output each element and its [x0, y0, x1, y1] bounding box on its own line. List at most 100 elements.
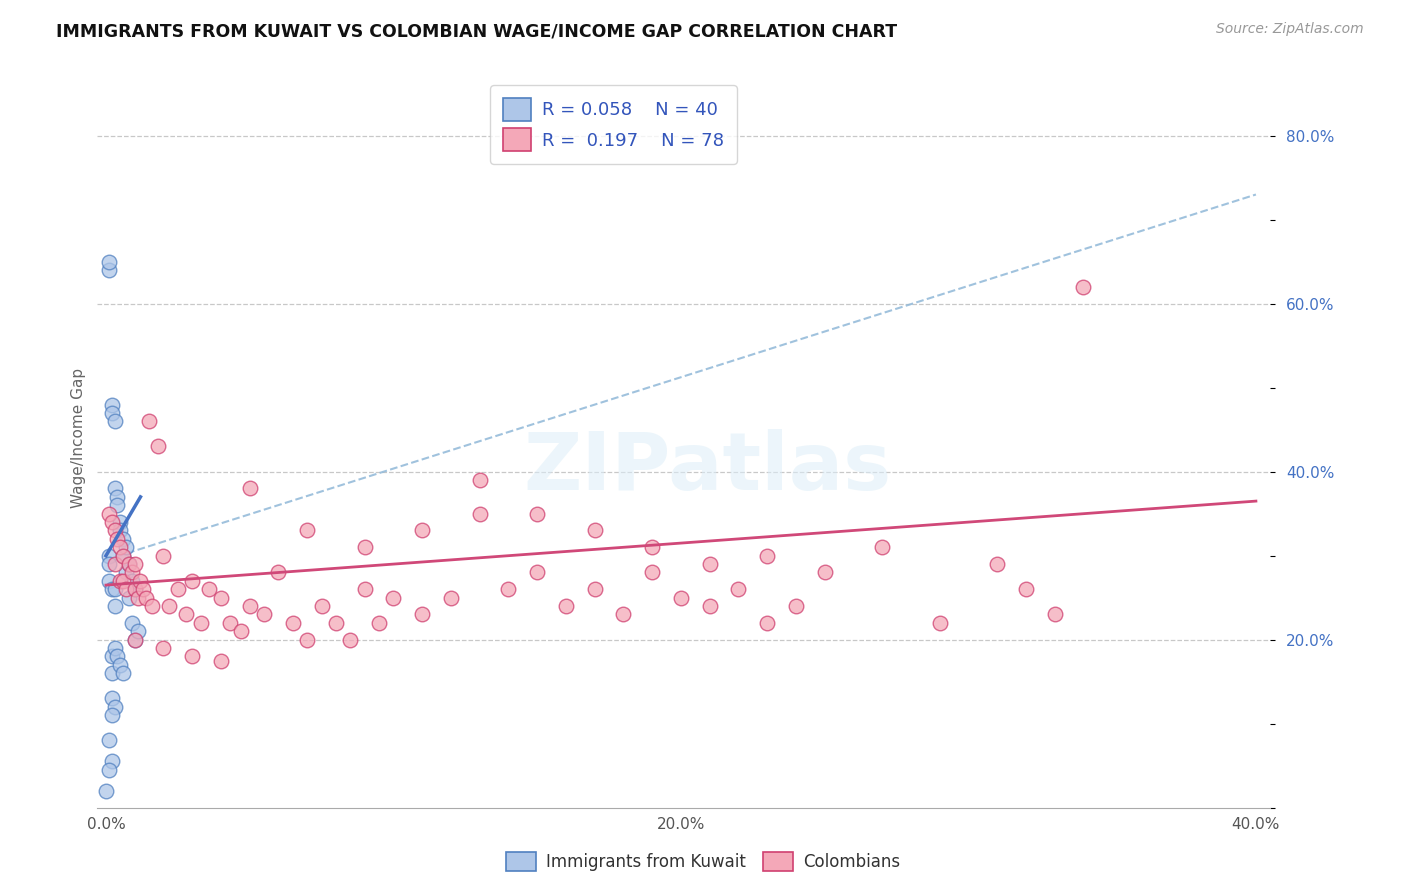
Point — [468, 507, 491, 521]
Point — [127, 591, 149, 605]
Point — [100, 515, 122, 529]
Point — [699, 557, 721, 571]
Point — [121, 574, 143, 588]
Point — [118, 557, 141, 571]
Point — [209, 591, 232, 605]
Point — [440, 591, 463, 605]
Point — [100, 691, 122, 706]
Point — [267, 566, 290, 580]
Point — [107, 498, 129, 512]
Y-axis label: Wage/Income Gap: Wage/Income Gap — [72, 368, 86, 508]
Point — [152, 549, 174, 563]
Point — [97, 733, 120, 747]
Point — [641, 566, 664, 580]
Point — [97, 574, 120, 588]
Point — [986, 557, 1008, 571]
Point — [127, 624, 149, 639]
Point — [166, 582, 188, 597]
Point — [1043, 607, 1066, 622]
Point — [124, 582, 146, 597]
Point — [104, 482, 127, 496]
Point — [118, 591, 141, 605]
Point — [176, 607, 198, 622]
Point — [100, 708, 122, 723]
Point — [112, 532, 135, 546]
Point — [97, 263, 120, 277]
Point — [699, 599, 721, 613]
Point — [198, 582, 221, 597]
Point — [112, 666, 135, 681]
Point — [100, 755, 122, 769]
Point — [104, 582, 127, 597]
Point — [411, 524, 433, 538]
Point — [612, 607, 634, 622]
Point — [104, 557, 127, 571]
Point — [110, 574, 132, 588]
Point — [110, 657, 132, 672]
Point — [928, 615, 950, 630]
Point — [97, 557, 120, 571]
Point — [132, 582, 155, 597]
Point — [121, 566, 143, 580]
Point — [124, 632, 146, 647]
Point — [152, 641, 174, 656]
Point — [110, 515, 132, 529]
Point — [97, 254, 120, 268]
Point — [112, 574, 135, 588]
Point — [368, 615, 391, 630]
Point — [870, 541, 893, 555]
Point — [110, 524, 132, 538]
Point — [727, 582, 749, 597]
Point — [756, 615, 779, 630]
Point — [100, 406, 122, 420]
Point — [785, 599, 807, 613]
Point — [814, 566, 837, 580]
Point — [107, 490, 129, 504]
Point — [112, 549, 135, 563]
Point — [756, 549, 779, 563]
Point — [297, 632, 319, 647]
Point — [253, 607, 276, 622]
Point — [141, 599, 163, 613]
Point — [339, 632, 361, 647]
Point — [104, 599, 127, 613]
Point — [124, 632, 146, 647]
Point — [555, 599, 578, 613]
Point — [353, 582, 375, 597]
Point — [325, 615, 347, 630]
Point — [104, 641, 127, 656]
Point — [124, 582, 146, 597]
Point — [129, 574, 152, 588]
Point — [218, 615, 240, 630]
Point — [115, 566, 138, 580]
Legend: Immigrants from Kuwait, Colombians: Immigrants from Kuwait, Colombians — [498, 843, 908, 880]
Point — [104, 699, 127, 714]
Point — [104, 414, 127, 428]
Point — [209, 654, 232, 668]
Point — [121, 615, 143, 630]
Point — [411, 607, 433, 622]
Point — [1015, 582, 1038, 597]
Point — [181, 574, 204, 588]
Point — [112, 549, 135, 563]
Point — [100, 397, 122, 411]
Point — [641, 541, 664, 555]
Point — [104, 524, 127, 538]
Point — [124, 557, 146, 571]
Point — [181, 649, 204, 664]
Point — [100, 582, 122, 597]
Point — [498, 582, 520, 597]
Point — [146, 440, 169, 454]
Point — [239, 482, 262, 496]
Point — [100, 649, 122, 664]
Point — [669, 591, 692, 605]
Point — [526, 507, 548, 521]
Point — [118, 557, 141, 571]
Point — [468, 473, 491, 487]
Point — [583, 582, 606, 597]
Point — [115, 582, 138, 597]
Point — [239, 599, 262, 613]
Point — [583, 524, 606, 538]
Point — [157, 599, 180, 613]
Point — [229, 624, 252, 639]
